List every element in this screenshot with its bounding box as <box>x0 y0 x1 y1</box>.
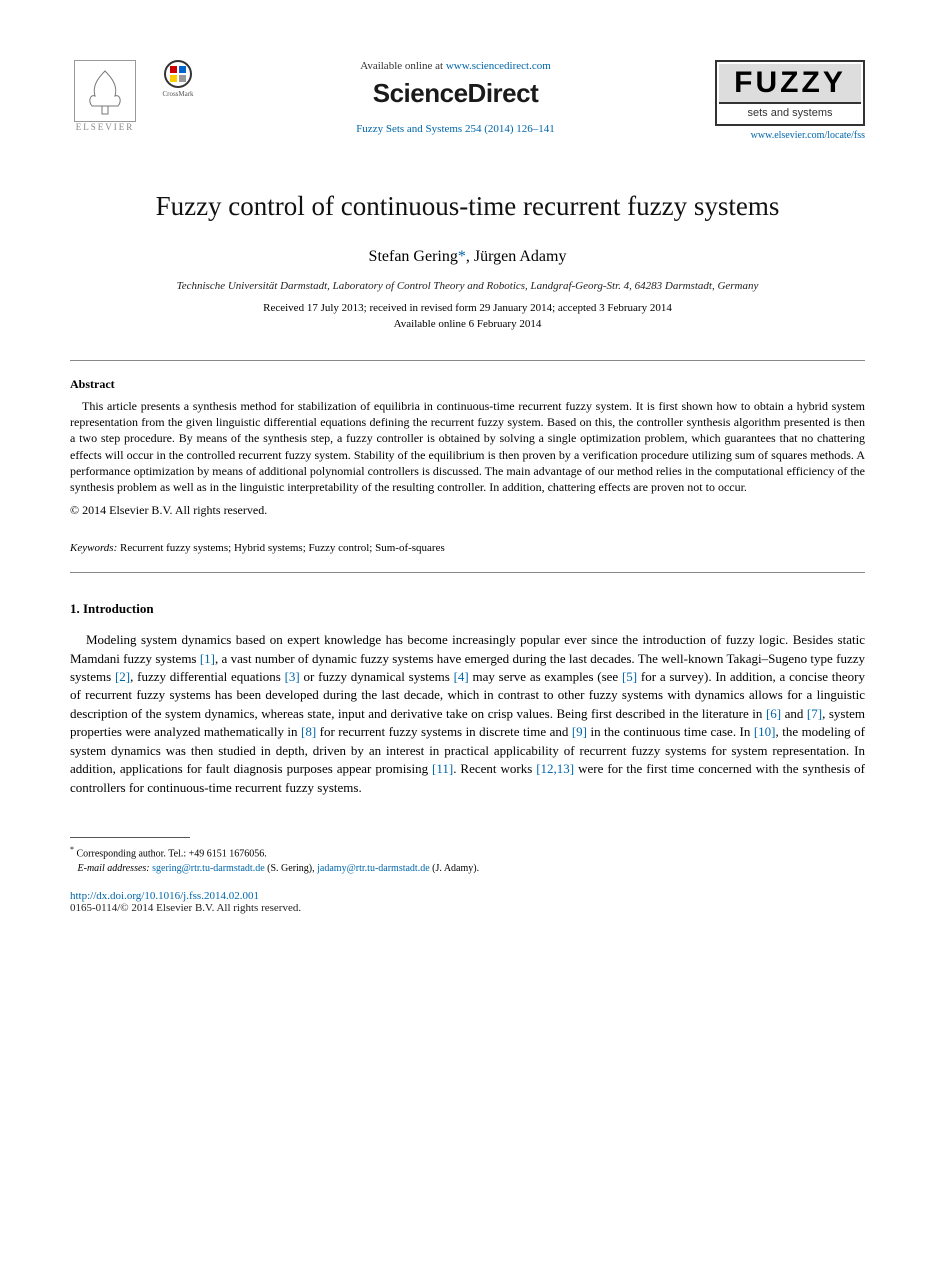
ref-1[interactable]: [1] <box>200 651 215 666</box>
page-header: ELSEVIER CrossMark Available online at w… <box>70 60 865 141</box>
locate-link[interactable]: www.elsevier.com/locate/fss <box>715 130 865 141</box>
ref-6[interactable]: [6] <box>766 706 781 721</box>
doi-link[interactable]: http://dx.doi.org/10.1016/j.fss.2014.02.… <box>70 890 259 902</box>
crossmark-label: CrossMark <box>162 90 193 98</box>
ref-10[interactable]: [10] <box>754 724 776 739</box>
intro-text: for recurrent fuzzy systems in discrete … <box>316 724 572 739</box>
article-title: Fuzzy control of continuous-time recurre… <box>70 191 865 222</box>
crossmark-badge[interactable]: CrossMark <box>160 60 196 106</box>
ref-4[interactable]: [4] <box>454 669 469 684</box>
keywords-line: Keywords: Recurrent fuzzy systems; Hybri… <box>70 542 865 554</box>
keywords-label: Keywords: <box>70 542 117 554</box>
corresponding-author-note: * Corresponding author. Tel.: +49 6151 1… <box>70 844 865 861</box>
author-1: Stefan Gering <box>369 248 458 265</box>
available-online-date: Available online 6 February 2014 <box>70 318 865 330</box>
abstract-heading: Abstract <box>70 377 865 392</box>
crossmark-icon <box>164 60 192 88</box>
header-left: ELSEVIER CrossMark <box>70 60 196 140</box>
header-center: Available online at www.sciencedirect.co… <box>196 60 715 135</box>
journal-logo: FUZZY sets and systems <box>715 60 865 126</box>
intro-text: , fuzzy differential equations <box>130 669 284 684</box>
journal-logo-top: FUZZY <box>719 64 861 104</box>
locate-url[interactable]: www.elsevier.com/locate/fss <box>751 130 865 141</box>
corr-star-icon: * <box>70 845 74 854</box>
header-right: FUZZY sets and systems www.elsevier.com/… <box>715 60 865 141</box>
abstract-text: This article presents a synthesis method… <box>70 398 865 495</box>
intro-text: and <box>781 706 807 721</box>
ref-9[interactable]: [9] <box>572 724 587 739</box>
footnote-block: * Corresponding author. Tel.: +49 6151 1… <box>70 844 865 875</box>
article-dates: Received 17 July 2013; received in revis… <box>70 302 865 314</box>
doi-line: http://dx.doi.org/10.1016/j.fss.2014.02.… <box>70 890 865 902</box>
author-line: Stefan Gering*, Jürgen Adamy <box>70 248 865 266</box>
ref-3[interactable]: [3] <box>285 669 300 684</box>
sciencedirect-wordmark: ScienceDirect <box>206 78 705 109</box>
copyright-line: © 2014 Elsevier B.V. All rights reserved… <box>70 503 865 518</box>
journal-logo-bottom: sets and systems <box>719 104 861 122</box>
issn-line: 0165-0114/© 2014 Elsevier B.V. All right… <box>70 902 865 914</box>
intro-paragraph: Modeling system dynamics based on expert… <box>70 631 865 797</box>
intro-text: or fuzzy dynamical systems <box>300 669 454 684</box>
corr-text: Corresponding author. Tel.: +49 6151 167… <box>77 849 267 860</box>
author-sep: , <box>466 248 474 265</box>
intro-text: . Recent works <box>453 761 536 776</box>
ref-12-13[interactable]: [12,13] <box>536 761 574 776</box>
corr-mark[interactable]: * <box>458 248 466 265</box>
email-who-2: (J. Adamy). <box>430 863 479 874</box>
intro-text: may serve as examples (see <box>469 669 622 684</box>
intro-heading: 1. Introduction <box>70 601 865 617</box>
available-online-line: Available online at www.sciencedirect.co… <box>206 60 705 72</box>
journal-ref-link[interactable]: Fuzzy Sets and Systems 254 (2014) 126–14… <box>356 123 555 135</box>
divider <box>70 360 865 361</box>
author-2: Jürgen Adamy <box>474 248 567 265</box>
ref-11[interactable]: [11] <box>432 761 453 776</box>
intro-text: in the continuous time case. In <box>587 724 754 739</box>
ref-7[interactable]: [7] <box>807 706 822 721</box>
elsevier-label: ELSEVIER <box>76 122 135 132</box>
journal-reference[interactable]: Fuzzy Sets and Systems 254 (2014) 126–14… <box>206 123 705 135</box>
email-line: E-mail addresses: sgering@rtr.tu-darmsta… <box>70 862 865 876</box>
elsevier-logo: ELSEVIER <box>70 60 140 140</box>
divider-2 <box>70 572 865 573</box>
ref-8[interactable]: [8] <box>301 724 316 739</box>
keywords-text: Recurrent fuzzy systems; Hybrid systems;… <box>117 542 445 554</box>
footnote-rule <box>70 837 190 838</box>
abstract-body: This article presents a synthesis method… <box>70 398 865 495</box>
ref-5[interactable]: [5] <box>622 669 637 684</box>
ref-2[interactable]: [2] <box>115 669 130 684</box>
affiliation: Technische Universität Darmstadt, Labora… <box>70 280 865 292</box>
email-1[interactable]: sgering@rtr.tu-darmstadt.de <box>152 863 265 874</box>
email-label: E-mail addresses: <box>78 863 153 874</box>
elsevier-tree-icon <box>74 60 136 122</box>
available-prefix: Available online at <box>360 60 446 72</box>
email-2[interactable]: jadamy@rtr.tu-darmstadt.de <box>317 863 430 874</box>
email-who-1: (S. Gering), <box>265 863 318 874</box>
sciencedirect-link[interactable]: www.sciencedirect.com <box>446 60 551 72</box>
